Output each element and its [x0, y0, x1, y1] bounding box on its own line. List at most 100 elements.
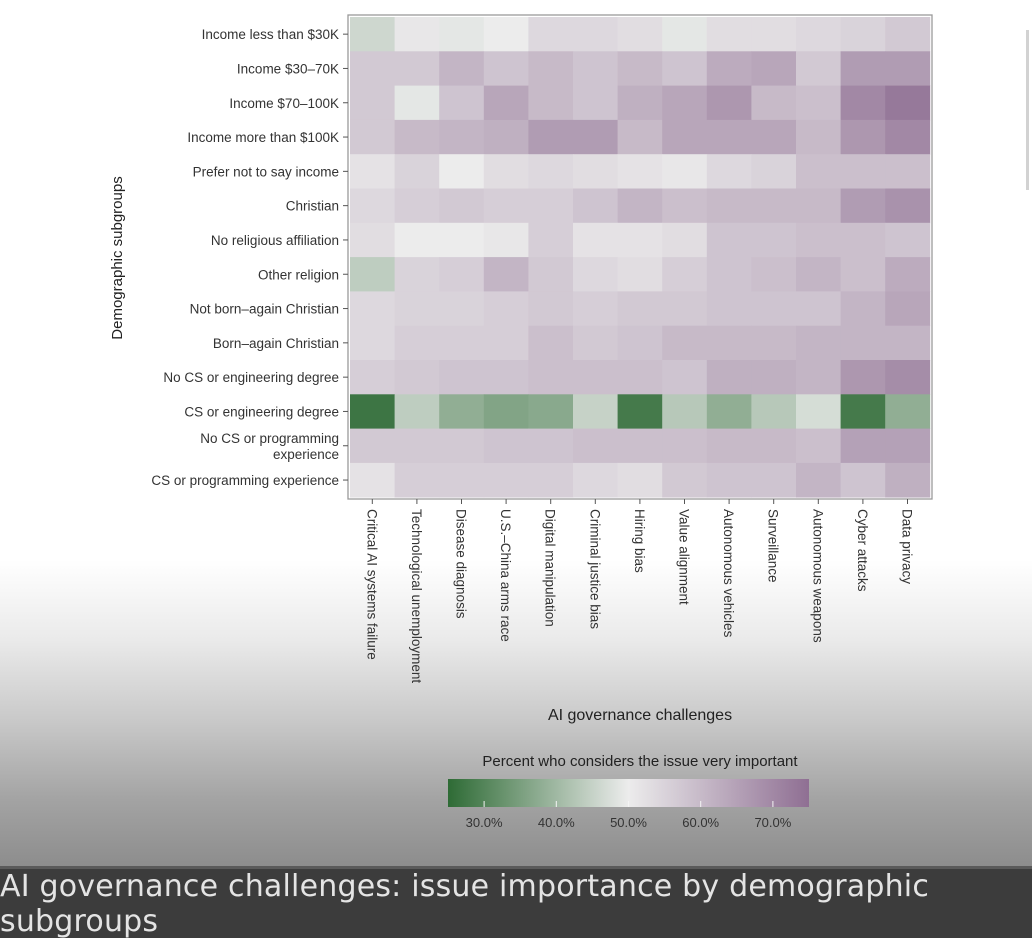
heatmap-cell [528, 257, 574, 292]
heatmap-cell [350, 51, 395, 86]
legend-tick-label: 70.0% [754, 815, 791, 830]
row-label: Income less than $30K [202, 27, 339, 42]
heatmap-cell [528, 360, 574, 395]
heatmap-cell [573, 360, 618, 395]
heatmap-cell [840, 154, 886, 189]
heatmap-cell [528, 51, 574, 86]
heatmap-cell [885, 17, 931, 52]
heatmap-cell [706, 257, 752, 292]
heatmap-cell [796, 85, 841, 121]
heatmap-cell [617, 428, 663, 464]
heatmap-chart: Income less than $30K Income $30–70K Incom… [109, 14, 933, 830]
heatmap-cell [662, 188, 708, 224]
heatmap-cell [617, 462, 663, 498]
heatmap-cells [350, 17, 931, 498]
heatmap-cell [617, 51, 663, 86]
heatmap-cell [885, 394, 931, 429]
heatmap-cell [350, 154, 395, 189]
heatmap-cell [394, 119, 440, 155]
heatmap-cell [394, 291, 440, 327]
heatmap-cell [617, 257, 663, 292]
heatmap-cell [840, 291, 886, 327]
heatmap-cell [885, 119, 931, 155]
heatmap-cell [840, 119, 886, 155]
heatmap-cell [662, 428, 708, 464]
heatmap-cell [394, 222, 440, 258]
row-label: Christian [286, 199, 339, 214]
heatmap-cell [483, 188, 529, 224]
heatmap-cell [350, 325, 395, 361]
heatmap-cell [483, 17, 529, 52]
heatmap-cell [394, 17, 440, 52]
heatmap-cell [885, 188, 931, 224]
heatmap-cell [528, 17, 574, 52]
heatmap-cell [796, 360, 841, 395]
heatmap-cell [350, 17, 395, 52]
row-label: No CS or programming experience [200, 431, 339, 462]
heatmap-cell [350, 119, 395, 155]
heatmap-cell [439, 257, 485, 292]
heatmap-cell [573, 257, 618, 292]
heatmap-cell [796, 17, 841, 52]
heatmap-cell [840, 428, 886, 464]
heatmap-cell [439, 85, 485, 121]
heatmap-cell [617, 119, 663, 155]
row-label: No CS or engineering degree [163, 370, 339, 385]
heatmap-cell [885, 85, 931, 121]
column-label: Cyber attacks [855, 509, 870, 592]
heatmap-cell [439, 462, 485, 498]
heatmap-cell [751, 119, 797, 155]
heatmap-cell [662, 51, 708, 86]
heatmap-cell [840, 188, 886, 224]
heatmap-cell [617, 17, 663, 52]
caption-text: AI governance challenges: issue importan… [0, 868, 930, 939]
heatmap-cell [528, 291, 574, 327]
heatmap-cell [706, 394, 752, 429]
heatmap-cell [751, 462, 797, 498]
legend-tick-label: 60.0% [682, 815, 719, 830]
heatmap-cell [662, 119, 708, 155]
heatmap-cell [573, 119, 618, 155]
heatmap-cell [796, 51, 841, 86]
heatmap-cell [751, 257, 797, 292]
heatmap-cell [439, 119, 485, 155]
heatmap-cell [885, 325, 931, 361]
heatmap-cell [573, 428, 618, 464]
heatmap-cell [751, 360, 797, 395]
row-label: CS or programming experience [151, 473, 339, 488]
heatmap-cell [662, 360, 708, 395]
heatmap-cell [439, 17, 485, 52]
heatmap-cell [706, 17, 752, 52]
heatmap-cell [483, 462, 529, 498]
scroll-edge [1026, 30, 1029, 190]
heatmap-cell [840, 222, 886, 258]
heatmap-cell [706, 188, 752, 224]
heatmap-cell [706, 51, 752, 86]
heatmap-cell [617, 360, 663, 395]
heatmap-cell [528, 325, 574, 361]
heatmap-cell [885, 360, 931, 395]
heatmap-cell [483, 119, 529, 155]
heatmap-cell [840, 257, 886, 292]
heatmap-cell [706, 462, 752, 498]
heatmap-cell [751, 394, 797, 429]
row-labels: Income less than $30K Income $30–70K Incom… [151, 27, 348, 488]
row-label: Not born–again Christian [190, 302, 339, 317]
heatmap-cell [573, 85, 618, 121]
heatmap-cell [573, 291, 618, 327]
heatmap-cell [617, 325, 663, 361]
heatmap-cell [885, 428, 931, 464]
heatmap-cell [394, 51, 440, 86]
heatmap-cell [840, 51, 886, 86]
heatmap-cell [796, 154, 841, 189]
row-label: Prefer not to say income [193, 164, 339, 179]
row-label: Born–again Christian [213, 336, 339, 351]
heatmap-cell [573, 17, 618, 52]
legend-tick-label: 40.0% [538, 815, 575, 830]
heatmap-cell [483, 325, 529, 361]
heatmap-cell [751, 291, 797, 327]
heatmap-cell [796, 325, 841, 361]
heatmap-cell [528, 428, 574, 464]
heatmap-cell [662, 154, 708, 189]
heatmap-cell [662, 325, 708, 361]
